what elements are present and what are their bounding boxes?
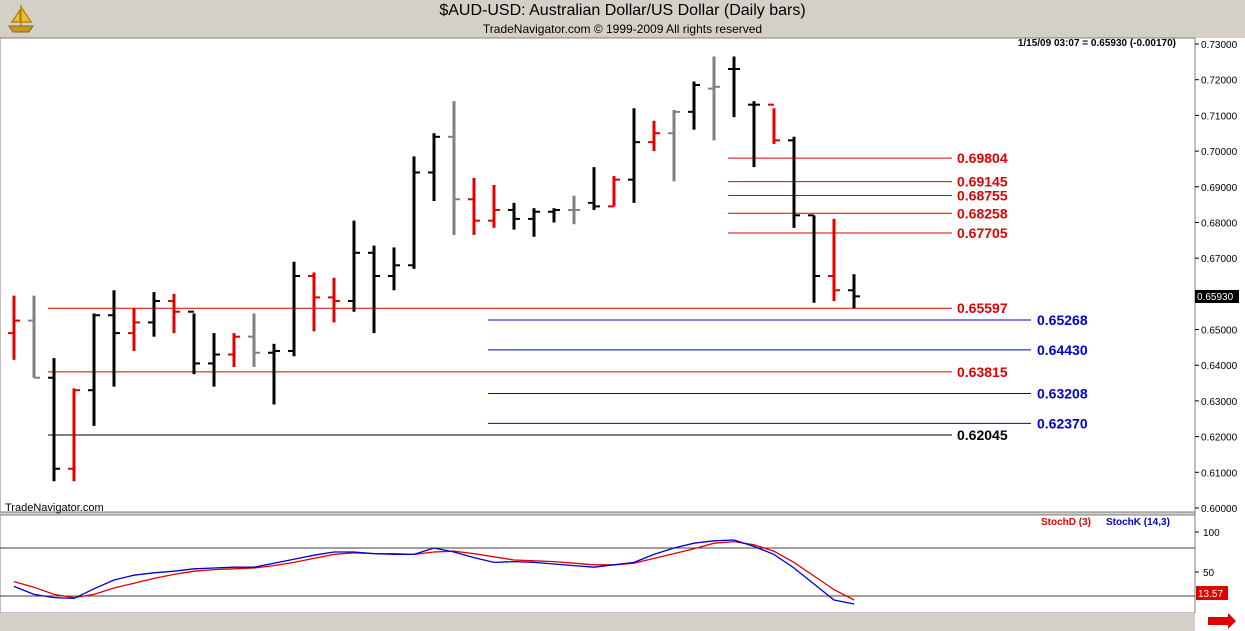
current-price-box [1195, 290, 1239, 303]
ohlc-bar [648, 120, 660, 152]
stoch-axis-label: 100 [1203, 528, 1220, 539]
ohlc-bar [388, 247, 400, 291]
chart-title: $AUD-USD: Australian Dollar/US Dollar (D… [439, 2, 806, 19]
level-label: 0.68258 [957, 205, 1008, 221]
ohlc-bar [708, 56, 720, 141]
stoch-axis-label: 50 [1203, 568, 1215, 579]
ohlc-bar [68, 388, 80, 482]
price-axis-label: 0.68000 [1201, 218, 1238, 229]
ohlc-bar [548, 208, 560, 223]
ohlc-bar [468, 177, 480, 235]
level-label: 0.69804 [957, 150, 1008, 166]
ohlc-bar [828, 218, 840, 301]
price-axis-label: 0.62000 [1201, 433, 1238, 444]
price-status: 1/15/09 03:07 = 0.65930 (-0.00170) [1018, 38, 1176, 49]
level-label: 0.65268 [1037, 312, 1088, 328]
legend-stochk: StochK (14,3) [1106, 517, 1170, 528]
ohlc-bar [128, 308, 140, 351]
ohlc-bar [108, 290, 120, 387]
price-panel [0, 37, 1196, 513]
price-axis-label: 0.61000 [1201, 468, 1238, 479]
watermark: TradeNavigator.com [5, 502, 104, 514]
ship-logo-icon [8, 4, 34, 33]
price-axis-label: 0.70000 [1201, 147, 1238, 158]
ohlc-bar [788, 136, 800, 228]
ohlc-bar [728, 56, 740, 118]
ohlc-bar [688, 81, 700, 130]
ohlc-bar [808, 214, 820, 303]
ohlc-bar [348, 220, 360, 312]
level-label: 0.62370 [1037, 415, 1088, 431]
ohlc-bar [488, 184, 500, 228]
ohlc-bar [428, 133, 440, 202]
level-label: 0.69145 [957, 174, 1008, 190]
ohlc-bar [268, 343, 280, 405]
level-label: 0.62045 [957, 427, 1008, 443]
price-axis-label: 0.71000 [1201, 111, 1238, 122]
ohlc-bar [48, 358, 60, 482]
level-label: 0.64430 [1037, 342, 1088, 358]
ohlc-bar [28, 295, 40, 379]
ohlc-bar [668, 110, 680, 182]
ohlc-bar [188, 310, 200, 375]
stoch-value-box [1196, 586, 1228, 600]
ohlc-bar [528, 208, 540, 237]
current-price-label: 0.65930 [1197, 292, 1234, 303]
stoch-series-line [13, 539, 855, 605]
ohlc-bar [628, 108, 640, 203]
ohlc-bar [208, 333, 220, 387]
chart-subtitle: TradeNavigator.com © 1999-2009 All right… [482, 22, 763, 36]
ohlc-bar [8, 295, 20, 360]
ohlc-bar [408, 156, 420, 269]
price-axis-label: 0.65000 [1201, 326, 1238, 337]
stoch-series-line [13, 540, 855, 601]
level-label: 0.65597 [957, 300, 1008, 316]
ohlc-bar [168, 293, 180, 334]
price-axis-label: 0.63000 [1201, 397, 1238, 408]
price-axis-label: 0.60000 [1201, 504, 1238, 515]
level-label: 0.63815 [957, 364, 1008, 380]
legend-stochd: StochD (3) [1041, 517, 1091, 528]
ohlc-bar [608, 176, 620, 208]
ohlc-bar [848, 274, 860, 309]
ohlc-bar [368, 245, 380, 334]
level-label: 0.68755 [957, 188, 1008, 204]
ohlc-bar [588, 167, 600, 210]
ohlc-bar [508, 202, 520, 230]
level-label: 0.67705 [957, 225, 1008, 241]
stoch-panel [0, 514, 1196, 614]
ohlc-bar [768, 103, 780, 144]
ohlc-bar [308, 272, 320, 332]
price-axis-label: 0.64000 [1201, 361, 1238, 372]
price-axis-label: 0.72000 [1201, 76, 1238, 87]
price-axis-label: 0.69000 [1201, 183, 1238, 194]
level-label: 0.63208 [1037, 385, 1088, 401]
ohlc-bar [288, 261, 300, 357]
stoch-value-label: 13.57 [1198, 589, 1223, 600]
ohlc-bar [88, 313, 100, 426]
ohlc-bar [448, 101, 460, 235]
x-axis-strip [0, 613, 1195, 631]
scroll-right-arrow-icon[interactable] [1208, 613, 1236, 629]
ohlc-bar [148, 292, 160, 337]
ohlc-bar [228, 333, 240, 368]
ohlc-bar [248, 313, 260, 368]
ohlc-bar [748, 101, 760, 168]
chart-header: $AUD-USD: Australian Dollar/US Dollar (D… [0, 0, 1245, 38]
y-axis-strip [1195, 38, 1245, 631]
price-axis-label: 0.67000 [1201, 254, 1238, 265]
ohlc-bar [568, 195, 580, 225]
price-axis-label: 0.73000 [1201, 40, 1238, 51]
ohlc-bar [328, 277, 340, 323]
